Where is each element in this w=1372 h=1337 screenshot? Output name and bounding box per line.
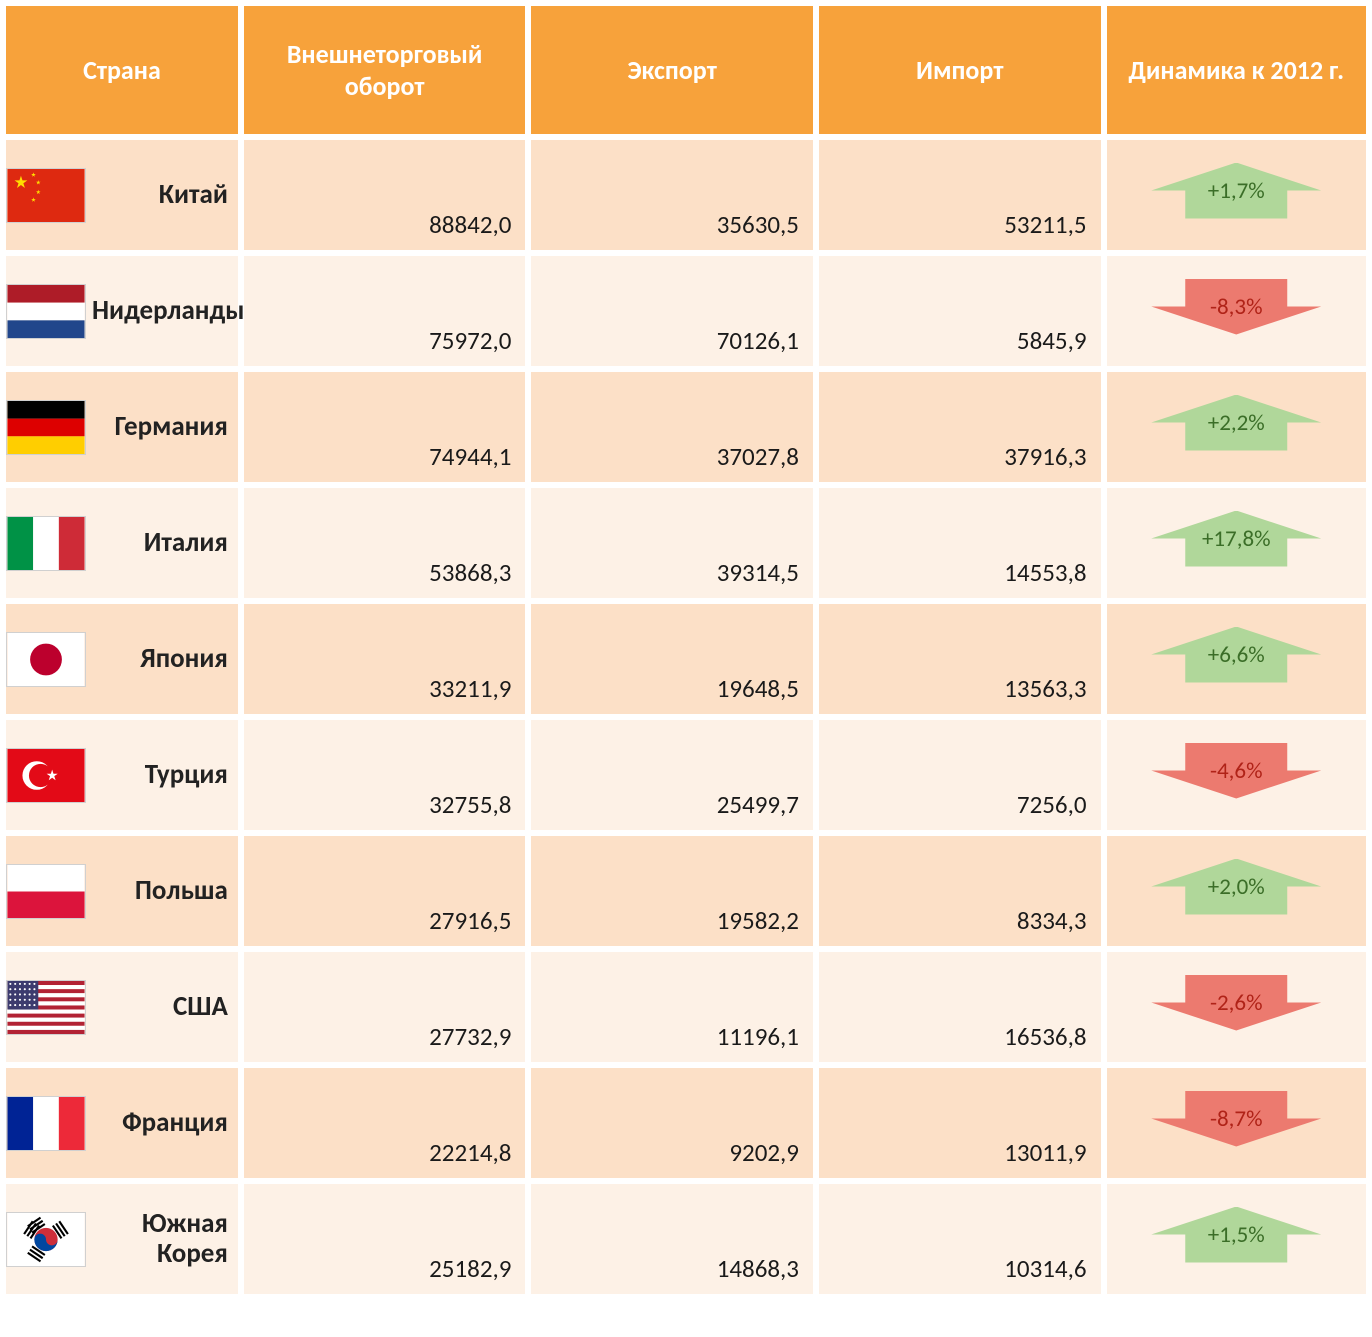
turnover-value: 74944,1: [244, 372, 526, 482]
turnover-value: 25182,9: [244, 1184, 526, 1294]
turnover-value: 22214,8: [244, 1068, 526, 1178]
country-cell: Нидерланды: [6, 256, 238, 366]
trade-table-container: СтранаВнешнеторговый оборотЭкспортИмпорт…: [0, 0, 1372, 1300]
import-value: 37916,3: [819, 372, 1101, 482]
table-row: Китай 88842,035630,553211,5 +1,7%: [6, 140, 1366, 250]
table-row: Германия 74944,137027,837916,3 +2,2%: [6, 372, 1366, 482]
import-value: 13563,3: [819, 604, 1101, 714]
export-value: 11196,1: [531, 952, 813, 1062]
turkey-flag-icon: [6, 748, 86, 803]
china-flag-icon: [6, 168, 86, 223]
table-header-row: СтранаВнешнеторговый оборотЭкспортИмпорт…: [6, 6, 1366, 134]
dynamics-cell: +2,2%: [1107, 372, 1367, 482]
table-row: Япония 33211,919648,513563,3 +6,6%: [6, 604, 1366, 714]
trade-table: СтранаВнешнеторговый оборотЭкспортИмпорт…: [0, 0, 1372, 1300]
usa-flag-icon: [6, 980, 86, 1035]
export-value: 39314,5: [531, 488, 813, 598]
dynamics-cell: +6,6%: [1107, 604, 1367, 714]
dynamics-cell: -4,6%: [1107, 720, 1367, 830]
column-country: Страна: [6, 6, 238, 134]
germany-flag-icon: [6, 400, 86, 455]
italy-flag-icon: [6, 516, 86, 571]
column-export: Экспорт: [531, 6, 813, 134]
dynamics-cell: -8,3%: [1107, 256, 1367, 366]
export-value: 19648,5: [531, 604, 813, 714]
import-value: 10314,6: [819, 1184, 1101, 1294]
export-value: 14868,3: [531, 1184, 813, 1294]
korea-flag-icon: [6, 1212, 86, 1267]
table-row: США 27732,911196,116536,8 -2,6%: [6, 952, 1366, 1062]
dynamics-cell: +2,0%: [1107, 836, 1367, 946]
export-value: 70126,1: [531, 256, 813, 366]
country-name: США: [92, 992, 228, 1022]
turnover-value: 75972,0: [244, 256, 526, 366]
dynamics-cell: -8,7%: [1107, 1068, 1367, 1178]
country-name: Китай: [92, 180, 228, 210]
dynamics-label: -8,3%: [1210, 293, 1263, 321]
country-cell: США: [6, 952, 238, 1062]
table-row: Турция 32755,825499,77256,0 -4,6%: [6, 720, 1366, 830]
table-row: Южная Корея 25182,914868,310314,6 +1,5%: [6, 1184, 1366, 1294]
table-row: Франция 22214,89202,913011,9 -8,7%: [6, 1068, 1366, 1178]
column-turnover: Внешнеторговый оборот: [244, 6, 526, 134]
dynamics-cell: -2,6%: [1107, 952, 1367, 1062]
country-name: Япония: [92, 644, 228, 674]
country-cell: Турция: [6, 720, 238, 830]
country-cell: Германия: [6, 372, 238, 482]
dynamics-label: +17,8%: [1202, 525, 1271, 553]
turnover-value: 27732,9: [244, 952, 526, 1062]
country-name: Франция: [92, 1108, 228, 1138]
import-value: 8334,3: [819, 836, 1101, 946]
column-dynamics: Динамика к 2012 г.: [1107, 6, 1367, 134]
export-value: 25499,7: [531, 720, 813, 830]
country-cell: Япония: [6, 604, 238, 714]
import-value: 14553,8: [819, 488, 1101, 598]
dynamics-cell: +17,8%: [1107, 488, 1367, 598]
export-value: 35630,5: [531, 140, 813, 250]
dynamics-label: +1,5%: [1208, 1221, 1265, 1249]
export-value: 37027,8: [531, 372, 813, 482]
dynamics-cell: +1,5%: [1107, 1184, 1367, 1294]
import-value: 5845,9: [819, 256, 1101, 366]
turnover-value: 27916,5: [244, 836, 526, 946]
table-row: Нидерланды75972,070126,15845,9 -8,3%: [6, 256, 1366, 366]
turnover-value: 32755,8: [244, 720, 526, 830]
import-value: 7256,0: [819, 720, 1101, 830]
netherlands-flag-icon: [6, 284, 86, 339]
column-import: Импорт: [819, 6, 1101, 134]
dynamics-label: -8,7%: [1210, 1105, 1263, 1133]
country-cell: Китай: [6, 140, 238, 250]
turnover-value: 53868,3: [244, 488, 526, 598]
poland-flag-icon: [6, 864, 86, 919]
dynamics-label: +2,2%: [1208, 409, 1265, 437]
dynamics-label: +2,0%: [1208, 873, 1265, 901]
dynamics-label: -2,6%: [1210, 989, 1263, 1017]
import-value: 16536,8: [819, 952, 1101, 1062]
country-name: Нидерланды: [92, 296, 244, 326]
dynamics-label: -4,6%: [1210, 757, 1263, 785]
country-cell: Франция: [6, 1068, 238, 1178]
export-value: 19582,2: [531, 836, 813, 946]
dynamics-cell: +1,7%: [1107, 140, 1367, 250]
japan-flag-icon: [6, 632, 86, 687]
import-value: 53211,5: [819, 140, 1101, 250]
country-name: Польша: [92, 876, 228, 906]
country-cell: Польша: [6, 836, 238, 946]
france-flag-icon: [6, 1096, 86, 1151]
table-row: Италия 53868,339314,514553,8 +17,8%: [6, 488, 1366, 598]
import-value: 13011,9: [819, 1068, 1101, 1178]
table-row: Польша 27916,519582,28334,3 +2,0%: [6, 836, 1366, 946]
export-value: 9202,9: [531, 1068, 813, 1178]
country-cell: Италия: [6, 488, 238, 598]
turnover-value: 88842,0: [244, 140, 526, 250]
dynamics-label: +6,6%: [1208, 641, 1265, 669]
country-name: Италия: [92, 528, 228, 558]
country-name: Южная Корея: [92, 1209, 228, 1268]
country-name: Турция: [92, 760, 228, 790]
turnover-value: 33211,9: [244, 604, 526, 714]
country-cell: Южная Корея: [6, 1184, 238, 1294]
dynamics-label: +1,7%: [1208, 177, 1265, 205]
country-name: Германия: [92, 412, 228, 442]
